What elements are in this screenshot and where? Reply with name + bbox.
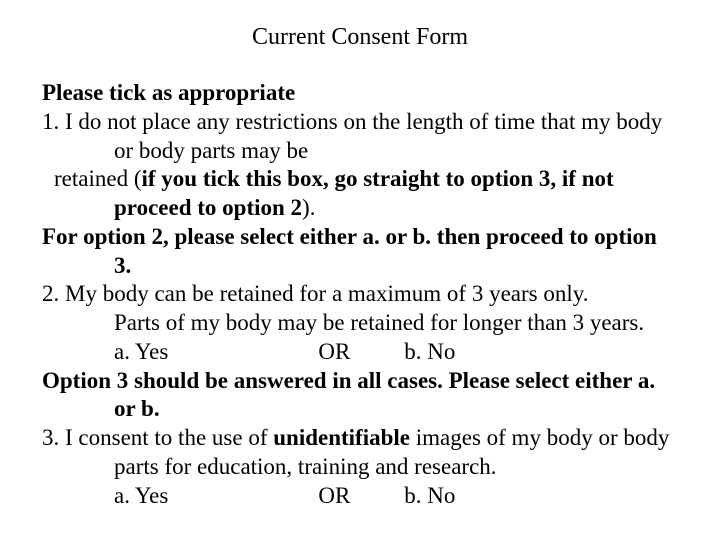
item-3: 3. I consent to the use of unidentifiabl… bbox=[42, 424, 678, 482]
consent-form-page: Current Consent Form Please tick as appr… bbox=[0, 0, 720, 510]
item-1-line1: 1. I do not place any restrictions on th… bbox=[42, 108, 678, 166]
item-2-yes: a. Yes bbox=[114, 339, 168, 364]
item-3-a: 3. I consent to the use of bbox=[42, 425, 273, 450]
option-3-instruction: Option 3 should be answered in all cases… bbox=[42, 367, 678, 425]
item-1-cont-close: ). bbox=[302, 195, 315, 220]
item-2-line2: Parts of my body may be retained for lon… bbox=[42, 309, 678, 338]
item-1-cont-bold: if you tick this box, go straight to opt… bbox=[114, 166, 614, 220]
page-title: Current Consent Form bbox=[42, 24, 678, 51]
item-3-yes: a. Yes bbox=[114, 483, 168, 508]
item-3-bold: unidentifiable bbox=[273, 425, 410, 450]
item-2-options: a. Yes OR b. No bbox=[42, 338, 678, 367]
intro-instruction: Please tick as appropriate bbox=[42, 79, 678, 108]
item-1-continuation: retained (if you tick this box, go strai… bbox=[42, 165, 678, 223]
form-body: Please tick as appropriate 1. I do not p… bbox=[42, 79, 678, 510]
item-2-line1: 2. My body can be retained for a maximum… bbox=[42, 280, 678, 309]
item-2-no: b. No bbox=[404, 339, 455, 364]
item-2-or: OR bbox=[318, 339, 350, 364]
item-3-or: OR bbox=[318, 483, 350, 508]
item-3-options: a. Yes OR b. No bbox=[42, 482, 678, 511]
item-1-cont-a: retained ( bbox=[54, 166, 141, 191]
item-3-no: b. No bbox=[404, 483, 455, 508]
option-2-instruction: For option 2, please select either a. or… bbox=[42, 223, 678, 281]
